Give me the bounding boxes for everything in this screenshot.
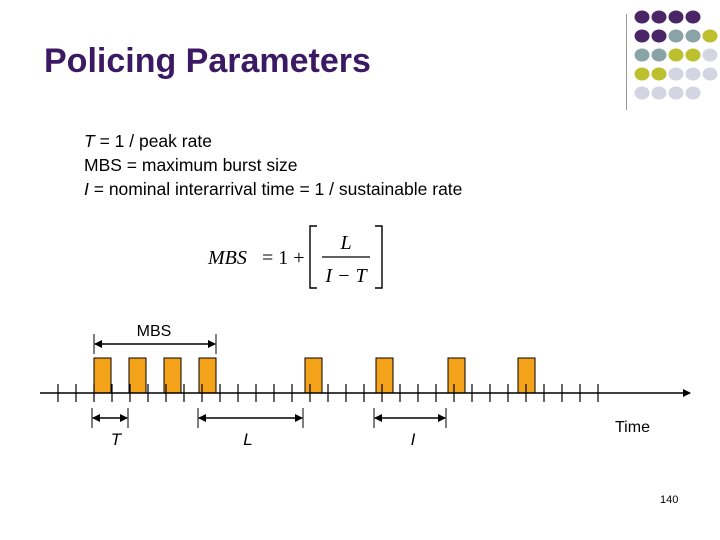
- decorative-dot: [634, 10, 650, 24]
- decorative-dot: [702, 29, 718, 43]
- cell-group: [93, 357, 536, 394]
- decorative-dot: [668, 86, 684, 100]
- t-label: T: [111, 430, 123, 449]
- decorative-dot: [634, 67, 650, 81]
- slide-number: 140: [660, 494, 679, 506]
- decorative-dot: [651, 10, 667, 24]
- decorative-dot: [634, 29, 650, 43]
- definition-text: MBS = maximum burst size: [84, 155, 298, 175]
- decorative-dot: [651, 48, 667, 62]
- title-divider-line: [626, 14, 627, 110]
- mbs-label: MBS: [137, 323, 172, 340]
- formula-lhs: MBS: [207, 247, 247, 269]
- decorative-dot: [668, 48, 684, 62]
- symbol-t: T: [84, 131, 95, 151]
- definition-text: = nominal interarrival time = 1 / sustai…: [88, 179, 463, 199]
- cell: [128, 357, 147, 394]
- i-label: I: [411, 430, 416, 449]
- decorative-dot: [685, 67, 701, 81]
- decorative-dot: [668, 29, 684, 43]
- formula-numerator: L: [339, 232, 351, 254]
- definition-peak-rate: T = 1 / peak rate: [84, 129, 462, 153]
- decorative-dot: [651, 67, 667, 81]
- cell: [447, 357, 466, 394]
- formula-right-bracket: [375, 225, 383, 289]
- formula-denominator: I − T: [324, 265, 368, 287]
- cell: [93, 357, 112, 394]
- decorative-dot: [651, 86, 667, 100]
- mbs-formula: MBS = 1 + L I − T: [207, 225, 383, 289]
- axis-ticks: [57, 384, 599, 402]
- decorative-dot: [668, 10, 684, 24]
- definition-text: = 1 / peak rate: [94, 131, 212, 151]
- decorative-dot: [651, 29, 667, 43]
- symbol-i: I: [84, 179, 89, 199]
- cell: [304, 357, 323, 394]
- time-axis-label: Time: [615, 419, 650, 436]
- decorative-dot: [685, 29, 701, 43]
- mbs-label-bg: [134, 320, 174, 338]
- formula-equals: = 1 +: [262, 247, 305, 269]
- definition-interarrival: I = nominal interarrival time = 1 / sust…: [84, 177, 462, 201]
- decorative-dot: [685, 48, 701, 62]
- decorative-dot-grid: [634, 10, 718, 100]
- decorative-dot: [634, 48, 650, 62]
- decorative-dot: [634, 86, 650, 100]
- decorative-dot: [702, 48, 718, 62]
- l-label: L: [243, 430, 252, 449]
- decorative-dot: [685, 86, 701, 100]
- definitions-list: T = 1 / peak rate MBS = maximum burst si…: [84, 129, 462, 201]
- cell: [375, 357, 394, 394]
- definition-mbs: MBS = maximum burst size: [84, 153, 462, 177]
- decorative-dot: [702, 67, 718, 81]
- decorative-dot: [668, 67, 684, 81]
- formula-left-bracket: [309, 225, 317, 289]
- slide-title: Policing Parameters: [44, 42, 371, 80]
- decorative-dot: [685, 10, 701, 24]
